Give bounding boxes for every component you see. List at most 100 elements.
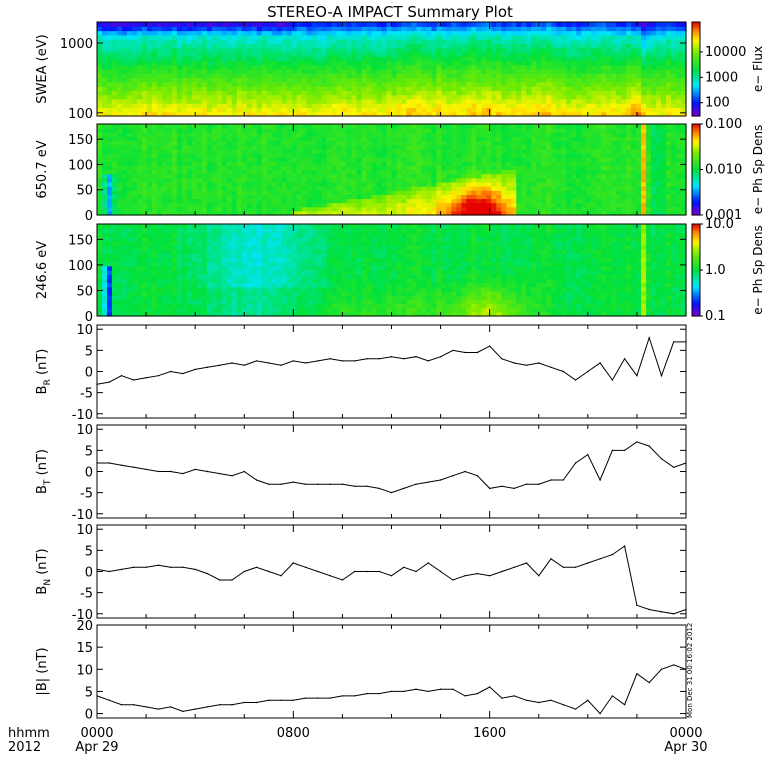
heatmap-cell bbox=[191, 157, 198, 162]
heatmap-cell bbox=[351, 202, 358, 208]
heatmap-cell bbox=[616, 30, 622, 36]
heatmap-cell bbox=[421, 26, 428, 32]
heatmap-cell bbox=[281, 148, 288, 154]
heatmap-cell bbox=[351, 47, 358, 53]
heatmap-cell bbox=[181, 177, 188, 183]
heatmap-cell bbox=[276, 47, 283, 53]
heatmap-cell bbox=[316, 152, 323, 158]
heatmap-cell bbox=[501, 161, 507, 166]
heatmap-cell bbox=[206, 186, 213, 191]
heatmap-cell bbox=[506, 51, 512, 57]
heatmap-cell bbox=[471, 161, 477, 166]
heatmap-cell bbox=[286, 190, 293, 195]
colorbar-swatch bbox=[692, 85, 700, 89]
heatmap-cell bbox=[276, 39, 283, 44]
heatmap-cell bbox=[97, 22, 103, 27]
heatmap-cell bbox=[171, 73, 178, 79]
heatmap-cell bbox=[366, 140, 373, 146]
heatmap-cell bbox=[591, 194, 597, 200]
heatmap-cell bbox=[341, 128, 348, 133]
heatmap-cell bbox=[541, 26, 547, 32]
heatmap-cell bbox=[226, 169, 233, 175]
heatmap-cell bbox=[561, 148, 567, 154]
heatmap-cell bbox=[116, 51, 123, 57]
heatmap-cell bbox=[381, 43, 388, 49]
heatmap-cell bbox=[541, 90, 547, 96]
heatmap-cell bbox=[561, 181, 567, 187]
heatmap-cell bbox=[346, 210, 353, 216]
heatmap-cell bbox=[571, 107, 577, 113]
heatmap-cell bbox=[121, 56, 128, 62]
heatmap-cell bbox=[596, 148, 602, 154]
heatmap-cell bbox=[306, 94, 313, 100]
heatmap-cell bbox=[146, 157, 153, 162]
heatmap-cell bbox=[286, 39, 293, 44]
heatmap-cell bbox=[181, 136, 188, 142]
heatmap-cell bbox=[506, 210, 512, 216]
heatmap-cell bbox=[381, 77, 388, 83]
heatmap-cell bbox=[456, 124, 462, 129]
heatmap-cell bbox=[471, 210, 477, 216]
heatmap-cell bbox=[511, 30, 517, 36]
heatmap-cell bbox=[156, 94, 163, 100]
heatmap-cell bbox=[406, 136, 413, 142]
heatmap-cell bbox=[606, 210, 612, 216]
heatmap-cell bbox=[506, 73, 512, 79]
heatmap-cell bbox=[266, 169, 273, 175]
heatmap-cell bbox=[176, 165, 183, 171]
heatmap-cell bbox=[391, 186, 398, 191]
heatmap-cell bbox=[166, 56, 173, 62]
heatmap-cell bbox=[326, 194, 333, 200]
heatmap-cell bbox=[301, 81, 308, 87]
colorbar-swatch bbox=[692, 66, 700, 70]
heatmap-cell bbox=[341, 69, 348, 74]
heatmap-cell bbox=[216, 144, 223, 150]
heatmap-cell bbox=[221, 103, 228, 109]
heatmap-cell bbox=[97, 43, 103, 49]
heatmap-cell bbox=[626, 69, 632, 74]
heatmap-cell bbox=[506, 198, 512, 204]
heatmap-cell bbox=[416, 94, 423, 100]
heatmap-cell bbox=[281, 103, 288, 109]
heatmap-cell bbox=[186, 181, 193, 187]
heatmap-cell bbox=[481, 136, 487, 142]
heatmap-cell bbox=[406, 81, 413, 87]
heatmap-cell bbox=[311, 132, 318, 138]
heatmap-cell bbox=[386, 210, 393, 216]
heatmap-cell bbox=[506, 26, 512, 32]
heatmap-cell bbox=[276, 132, 283, 138]
heatmap-cell bbox=[121, 34, 128, 40]
heatmap-cell bbox=[556, 86, 562, 91]
heatmap-cell bbox=[361, 34, 368, 40]
heatmap-cell bbox=[351, 69, 358, 74]
heatmap-cell bbox=[566, 186, 572, 191]
heatmap-cell bbox=[591, 98, 597, 104]
heatmap-cell bbox=[136, 169, 143, 175]
heatmap-cell bbox=[641, 98, 647, 104]
heatmap-cell bbox=[351, 86, 358, 91]
heatmap-cell bbox=[356, 124, 363, 129]
heatmap-cell bbox=[276, 202, 283, 208]
heatmap-cell bbox=[301, 60, 308, 66]
heatmap-cell bbox=[411, 144, 418, 150]
heatmap-cell bbox=[531, 90, 537, 96]
heatmap-cell bbox=[316, 157, 323, 162]
heatmap-cell bbox=[526, 136, 532, 142]
heatmap-cell bbox=[471, 51, 477, 57]
heatmap-cell bbox=[511, 60, 517, 66]
heatmap-cell bbox=[226, 43, 233, 49]
heatmap-cell bbox=[356, 39, 363, 44]
heatmap-cell bbox=[191, 51, 198, 57]
colorbar-swatch bbox=[692, 43, 700, 47]
heatmap-cell bbox=[351, 94, 358, 100]
heatmap-cell bbox=[131, 206, 138, 212]
heatmap-cell bbox=[156, 81, 163, 87]
heatmap-cell bbox=[471, 26, 477, 32]
heatmap-cell bbox=[281, 157, 288, 162]
heatmap-cell bbox=[256, 140, 263, 146]
heatmap-cell bbox=[296, 136, 303, 142]
heatmap-cell bbox=[496, 103, 502, 109]
heatmap-cell bbox=[231, 56, 238, 62]
heatmap-cell bbox=[616, 132, 622, 138]
